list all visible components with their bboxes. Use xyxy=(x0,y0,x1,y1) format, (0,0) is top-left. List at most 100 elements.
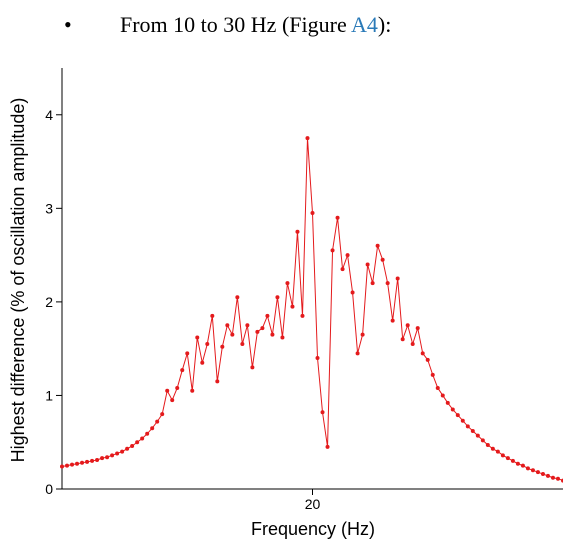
data-point xyxy=(465,424,470,429)
data-point xyxy=(210,313,215,318)
data-point xyxy=(400,337,405,342)
data-point xyxy=(180,368,185,373)
data-point xyxy=(370,281,375,286)
data-point xyxy=(280,335,285,340)
data-point xyxy=(310,211,315,216)
data-point xyxy=(335,215,340,220)
data-point xyxy=(125,446,130,451)
data-point xyxy=(415,326,420,331)
data-point xyxy=(410,341,415,346)
data-point xyxy=(150,426,155,431)
data-point xyxy=(185,351,190,356)
data-point xyxy=(105,455,110,460)
data-point xyxy=(440,393,445,398)
data-point xyxy=(385,281,390,286)
data-point xyxy=(100,456,105,461)
data-point xyxy=(345,253,350,258)
data-point xyxy=(490,446,495,451)
data-point xyxy=(350,290,355,295)
data-point xyxy=(330,248,335,253)
data-point xyxy=(85,459,90,464)
data-point xyxy=(550,475,555,480)
data-point xyxy=(430,372,435,377)
data-point xyxy=(270,332,275,337)
data-line xyxy=(61,138,563,482)
data-point xyxy=(260,326,265,331)
data-point xyxy=(540,472,545,477)
data-point xyxy=(195,335,200,340)
data-point xyxy=(65,463,70,468)
data-point xyxy=(290,304,295,309)
data-point xyxy=(445,400,450,405)
data-point xyxy=(130,443,135,448)
data-point xyxy=(355,351,360,356)
data-point xyxy=(135,440,140,445)
bullet-dot: • xyxy=(64,12,72,37)
data-point xyxy=(120,449,125,454)
data-point xyxy=(515,461,520,466)
figure-link[interactable]: A4 xyxy=(351,12,378,37)
y-tick-label: 4 xyxy=(45,107,53,123)
data-point xyxy=(145,431,150,436)
data-point xyxy=(525,466,530,471)
y-tick-label: 1 xyxy=(45,387,53,403)
data-point xyxy=(225,323,230,328)
y-tick-label: 0 xyxy=(45,481,53,497)
data-point xyxy=(205,341,210,346)
data-point xyxy=(520,463,525,468)
data-point xyxy=(265,313,270,318)
data-point xyxy=(340,267,345,272)
bullet-text: From 10 to 30 Hz (Figure A4): xyxy=(120,12,391,38)
data-point xyxy=(425,357,430,362)
data-point xyxy=(60,464,64,469)
data-point xyxy=(480,438,485,443)
data-point xyxy=(420,351,425,356)
data-point xyxy=(395,276,400,281)
data-point xyxy=(435,385,440,390)
data-point xyxy=(115,451,120,456)
y-axis-label: Highest difference (% of oscillation amp… xyxy=(8,98,28,463)
data-point xyxy=(405,323,410,328)
data-point xyxy=(315,356,320,361)
data-point xyxy=(505,456,510,461)
data-point xyxy=(110,453,115,458)
y-tick-label: 3 xyxy=(45,200,53,216)
data-point xyxy=(555,476,560,481)
data-point xyxy=(495,449,500,454)
data-point xyxy=(240,341,245,346)
data-point xyxy=(215,379,220,384)
data-point xyxy=(190,388,195,393)
data-point xyxy=(250,365,255,370)
data-point xyxy=(320,410,325,415)
data-point xyxy=(170,398,175,403)
data-point xyxy=(375,243,380,248)
data-point xyxy=(545,473,550,478)
data-point xyxy=(380,257,385,262)
data-point xyxy=(295,229,300,234)
data-point xyxy=(365,262,370,267)
data-point xyxy=(500,453,505,458)
data-point xyxy=(535,470,540,475)
data-point xyxy=(95,457,100,462)
data-point xyxy=(455,413,460,418)
data-point xyxy=(160,412,165,417)
data-point xyxy=(390,318,395,323)
data-point xyxy=(305,136,310,141)
text: ): xyxy=(377,12,392,37)
y-tick-label: 2 xyxy=(45,294,53,310)
data-point xyxy=(70,462,75,467)
data-point xyxy=(475,433,480,438)
data-point xyxy=(75,461,80,466)
x-tick-label: 20 xyxy=(305,496,321,512)
data-point xyxy=(470,428,475,433)
data-point xyxy=(530,468,535,473)
text: From 10 to 30 Hz (Figure xyxy=(120,12,351,37)
data-point xyxy=(80,460,85,465)
data-point xyxy=(300,313,305,318)
data-point xyxy=(255,329,260,334)
bullet-item: • From 10 to 30 Hz (Figure A4): xyxy=(0,0,563,56)
data-point xyxy=(155,419,160,424)
data-point xyxy=(90,458,95,463)
